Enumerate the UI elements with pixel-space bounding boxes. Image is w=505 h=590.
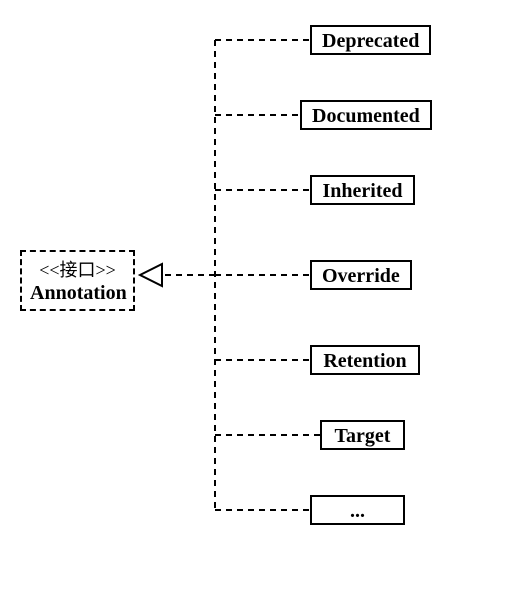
impl-box: Documented [300, 100, 432, 130]
interface-box: <<接口>> Annotation [20, 250, 135, 311]
impl-box: Override [310, 260, 412, 290]
impl-box: Retention [310, 345, 420, 375]
impl-box: Deprecated [310, 25, 431, 55]
interface-name: Annotation [30, 282, 125, 305]
impl-box: ... [310, 495, 405, 525]
interface-stereotype: <<接口>> [30, 256, 125, 282]
impl-box: Target [320, 420, 405, 450]
impl-box: Inherited [310, 175, 415, 205]
